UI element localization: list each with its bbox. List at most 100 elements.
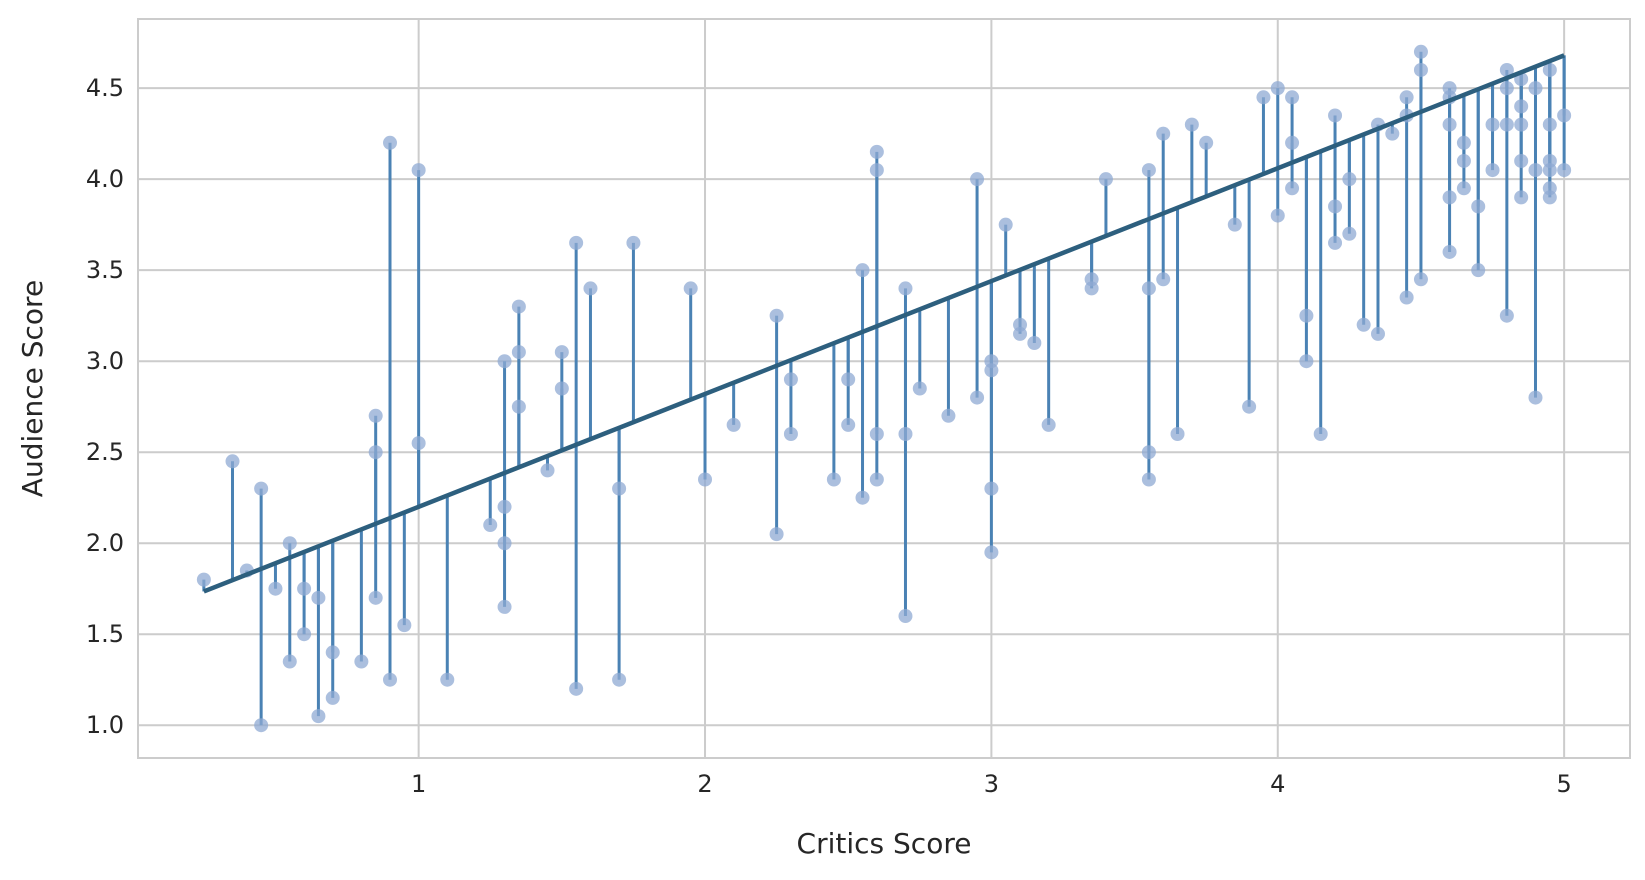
data-point (1399, 290, 1414, 305)
data-point (984, 363, 999, 378)
data-point (1499, 117, 1514, 132)
data-point (1098, 172, 1113, 187)
data-point (1013, 326, 1028, 341)
data-point (282, 536, 297, 551)
data-point (869, 163, 884, 178)
x-tick-label: 5 (1556, 770, 1571, 798)
data-point (626, 235, 641, 250)
data-point (1299, 308, 1314, 323)
x-tick-labels: 1 2 3 4 5 (411, 770, 1572, 798)
data-point (483, 518, 498, 533)
data-point (1471, 199, 1486, 214)
data-point (869, 427, 884, 442)
data-point (311, 590, 326, 605)
data-point (554, 381, 569, 396)
data-point (1270, 208, 1285, 223)
y-tick-label: 3.5 (86, 256, 124, 284)
data-point (1456, 135, 1471, 150)
data-point (1328, 235, 1343, 250)
data-point (383, 672, 398, 687)
y-tick-label: 1.0 (86, 711, 124, 739)
y-tick-label: 4.5 (86, 74, 124, 102)
data-point (411, 436, 426, 451)
data-point (898, 281, 913, 296)
data-point (1356, 317, 1371, 332)
data-point (998, 217, 1013, 232)
data-point (941, 408, 956, 423)
data-point (225, 454, 240, 469)
x-tick-label: 2 (697, 770, 712, 798)
y-tick-label: 3.0 (86, 347, 124, 375)
data-point (970, 172, 985, 187)
y-tick-labels: 1.0 1.5 2.0 2.5 3.0 3.5 4.0 4.5 (86, 74, 124, 739)
data-point (297, 627, 312, 642)
data-point (1156, 126, 1171, 141)
data-point (1285, 135, 1300, 150)
data-point (869, 144, 884, 159)
data-point (497, 499, 512, 514)
data-point (583, 281, 598, 296)
data-point (1285, 181, 1300, 196)
data-point (1141, 163, 1156, 178)
data-point (683, 281, 698, 296)
data-point (368, 445, 383, 460)
data-point (1227, 217, 1242, 232)
y-tick-label: 2.5 (86, 438, 124, 466)
data-point (1399, 90, 1414, 105)
data-point (511, 345, 526, 360)
data-point (984, 481, 999, 496)
data-point (970, 390, 985, 405)
data-point (1528, 81, 1543, 96)
data-point (1456, 153, 1471, 168)
data-point (1442, 190, 1457, 205)
data-point (869, 472, 884, 487)
data-point (1141, 281, 1156, 296)
data-point (726, 417, 741, 432)
plot-frame (137, 18, 1631, 759)
y-tick-label: 4.0 (86, 165, 124, 193)
data-point (325, 645, 340, 660)
data-point (325, 690, 340, 705)
data-point (1499, 81, 1514, 96)
data-point (1542, 190, 1557, 205)
data-point (1542, 117, 1557, 132)
data-point (511, 399, 526, 414)
data-point (1442, 244, 1457, 259)
data-point (196, 572, 211, 587)
data-point (1385, 126, 1400, 141)
data-point (1557, 108, 1572, 123)
data-point (1514, 99, 1529, 114)
regression-line (203, 53, 1565, 594)
data-point (569, 681, 584, 696)
data-point (1542, 163, 1557, 178)
data-point (497, 599, 512, 614)
data-point (1256, 90, 1271, 105)
data-point (612, 672, 627, 687)
data-point (268, 581, 283, 596)
data-point (440, 672, 455, 687)
data-point (1141, 472, 1156, 487)
data-point (1413, 62, 1428, 77)
data-point (254, 481, 269, 496)
data-point (383, 135, 398, 150)
y-tick-label: 2.0 (86, 529, 124, 557)
data-point (411, 163, 426, 178)
data-points (196, 44, 1572, 733)
data-point (497, 354, 512, 369)
data-point (1370, 326, 1385, 341)
y-axis-label: Audience Score (16, 280, 49, 497)
x-tick-label: 4 (1270, 770, 1285, 798)
data-point (1528, 163, 1543, 178)
data-point (254, 718, 269, 733)
data-point (1342, 226, 1357, 241)
data-point (1514, 153, 1529, 168)
data-point (1041, 417, 1056, 432)
y-tick-label: 1.5 (86, 620, 124, 648)
data-point (540, 463, 555, 478)
data-point (769, 527, 784, 542)
data-point (984, 545, 999, 560)
data-point (1084, 281, 1099, 296)
data-point (354, 654, 369, 669)
data-point (1514, 117, 1529, 132)
